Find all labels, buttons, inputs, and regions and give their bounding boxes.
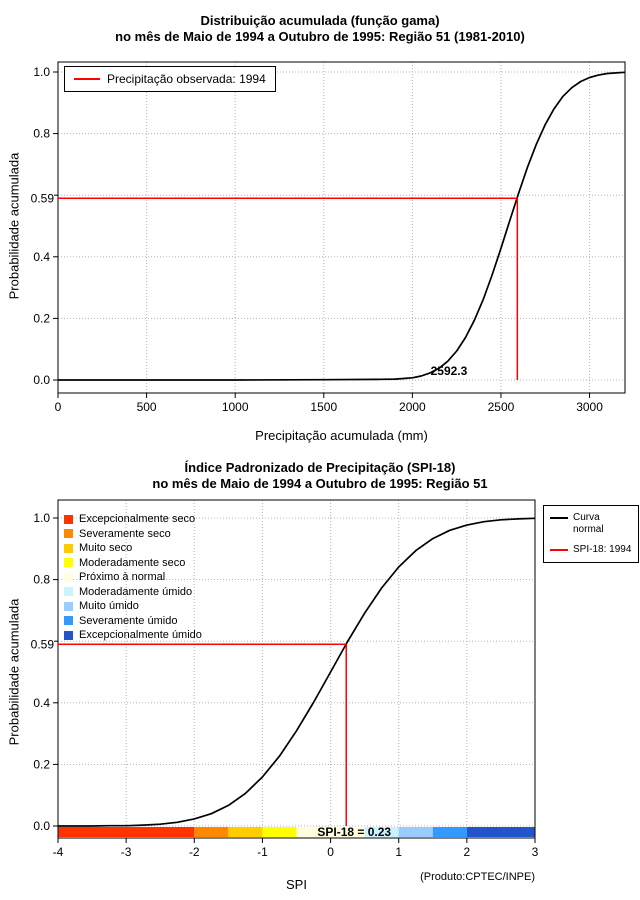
class-label: Próximo à normal [79,571,166,584]
plot-box [57,61,626,394]
class-swatch [64,630,73,640]
observed-precip-legend-label: Precipitação observada: 1994 [107,72,266,86]
spi-class-legend-item: Severamente seco [64,527,202,542]
marker-value-label: SPI-18 = 0.23 [317,825,391,839]
cdf-curve [58,71,626,381]
class-swatch [64,529,73,539]
svg-text:1500: 1500 [310,400,337,414]
spi-curve-legend: Curva normal SPI-18: 1994 [543,505,639,563]
svg-text:0.0: 0.0 [33,373,50,387]
svg-text:0.8: 0.8 [33,127,50,141]
svg-text:-2: -2 [189,845,200,859]
normal-curve-legend-item: Curva normal [550,512,632,536]
spi-1994-legend-item: SPI-18: 1994 [550,544,632,556]
svg-text:2000: 2000 [399,400,426,414]
svg-text:1.0: 1.0 [33,511,50,525]
svg-text:1.0: 1.0 [33,65,50,79]
gridlines [57,62,625,393]
spi-chart-section: -4-3-2-101230.00.20.40.60.81.00.59SPI-18… [0,455,640,900]
svg-text:0.8: 0.8 [33,573,50,587]
gamma-x-axis-title: Precipitação acumulada (mm) [255,428,428,443]
observed-precip-line-sample [74,78,100,80]
svg-text:1000: 1000 [222,400,249,414]
class-swatch [64,558,73,568]
spi-chart-title-block: Índice Padronizado de Precipitação (SPI-… [0,460,640,492]
svg-text:2: 2 [464,845,471,859]
marker-value-label: 2592.3 [431,364,468,378]
svg-text:-1: -1 [257,845,268,859]
class-label: Moderadamente seco [79,556,186,569]
svg-text:1: 1 [395,845,402,859]
class-swatch [64,601,73,611]
gamma-chart-subtitle: no mês de Maio de 1994 a Outubro de 1995… [115,29,525,44]
spi-class-legend-item: Muito úmido [64,599,202,614]
class-swatch [64,514,73,524]
normal-curve-label: Curva normal [573,512,604,535]
spi-class-legend-item: Excepcionalmente seco [64,512,202,527]
class-label: Moderadamente úmido [79,585,193,598]
spi-class-legend-item: Próximo à normal [64,570,202,585]
marker-probability-label: 0.59 [31,191,55,205]
spi-class-legend-item: Severamente úmido [64,614,202,629]
gamma-chart-section: 0500100015002000250030000.00.20.40.60.81… [0,13,640,443]
svg-text:0.2: 0.2 [33,311,50,325]
spi-class-legend-item: Muito seco [64,541,202,556]
class-label: Severamente úmido [79,614,178,627]
spi-1994-line-sample [550,549,568,551]
svg-text:0: 0 [55,400,62,414]
class-swatch [64,616,73,626]
svg-text:3000: 3000 [576,400,603,414]
spi-class-legend: Excepcionalmente seco Severamente seco M… [64,512,202,643]
gamma-chart-title: Distribuição acumulada (função gama) [200,13,440,28]
svg-text:2500: 2500 [488,400,515,414]
svg-text:0.2: 0.2 [33,757,50,771]
cdf-curve [58,517,536,827]
svg-text:-4: -4 [53,845,64,859]
spi-x-axis-title: SPI [286,877,307,892]
svg-text:0.4: 0.4 [33,250,50,264]
class-label: Excepcionalmente úmido [79,629,202,642]
spi-y-axis-title: Probabilidade acumulada [6,598,22,746]
class-swatch [64,543,73,553]
normal-curve-line-sample [550,517,568,519]
class-swatch [64,587,73,597]
gamma-legend: Precipitação observada: 1994 [64,66,276,92]
class-label: Severamente seco [79,527,171,540]
class-swatch [64,572,73,582]
class-label: Muito seco [79,542,133,555]
spi-chart-subtitle: no mês de Maio de 1994 a Outubro de 1995… [152,476,488,491]
gamma-cdf-plot: 0500100015002000250030000.00.20.40.60.81… [30,61,626,414]
svg-text:3: 3 [532,845,539,859]
svg-text:0.0: 0.0 [33,819,50,833]
svg-text:-3: -3 [121,845,132,859]
product-footnote: (Produto:CPTEC/INPE) [420,871,535,883]
marker-probability-label: 0.59 [31,637,55,651]
spi-color-bar [58,827,535,837]
spi-cdf-plot: -4-3-2-101230.00.20.40.60.81.00.59SPI-18… [26,499,539,859]
class-label: Muito úmido [79,600,139,613]
spi-class-legend-item: Moderadamente úmido [64,585,202,600]
svg-text:0.4: 0.4 [33,696,50,710]
spi-1994-label: SPI-18: 1994 [573,544,632,555]
spi-chart-title: Índice Padronizado de Precipitação (SPI-… [184,460,456,475]
svg-text:500: 500 [137,400,157,414]
class-label: Excepcionalmente seco [79,513,196,526]
spi-class-legend-item: Moderadamente seco [64,556,202,571]
spi-class-legend-item: Excepcionalmente úmido [64,628,202,643]
svg-text:0: 0 [327,845,334,859]
gamma-y-axis-title: Probabilidade acumulada [6,152,22,300]
gamma-chart-title-block: Distribuição acumulada (função gama) no … [0,13,640,45]
plot-box [57,499,536,839]
